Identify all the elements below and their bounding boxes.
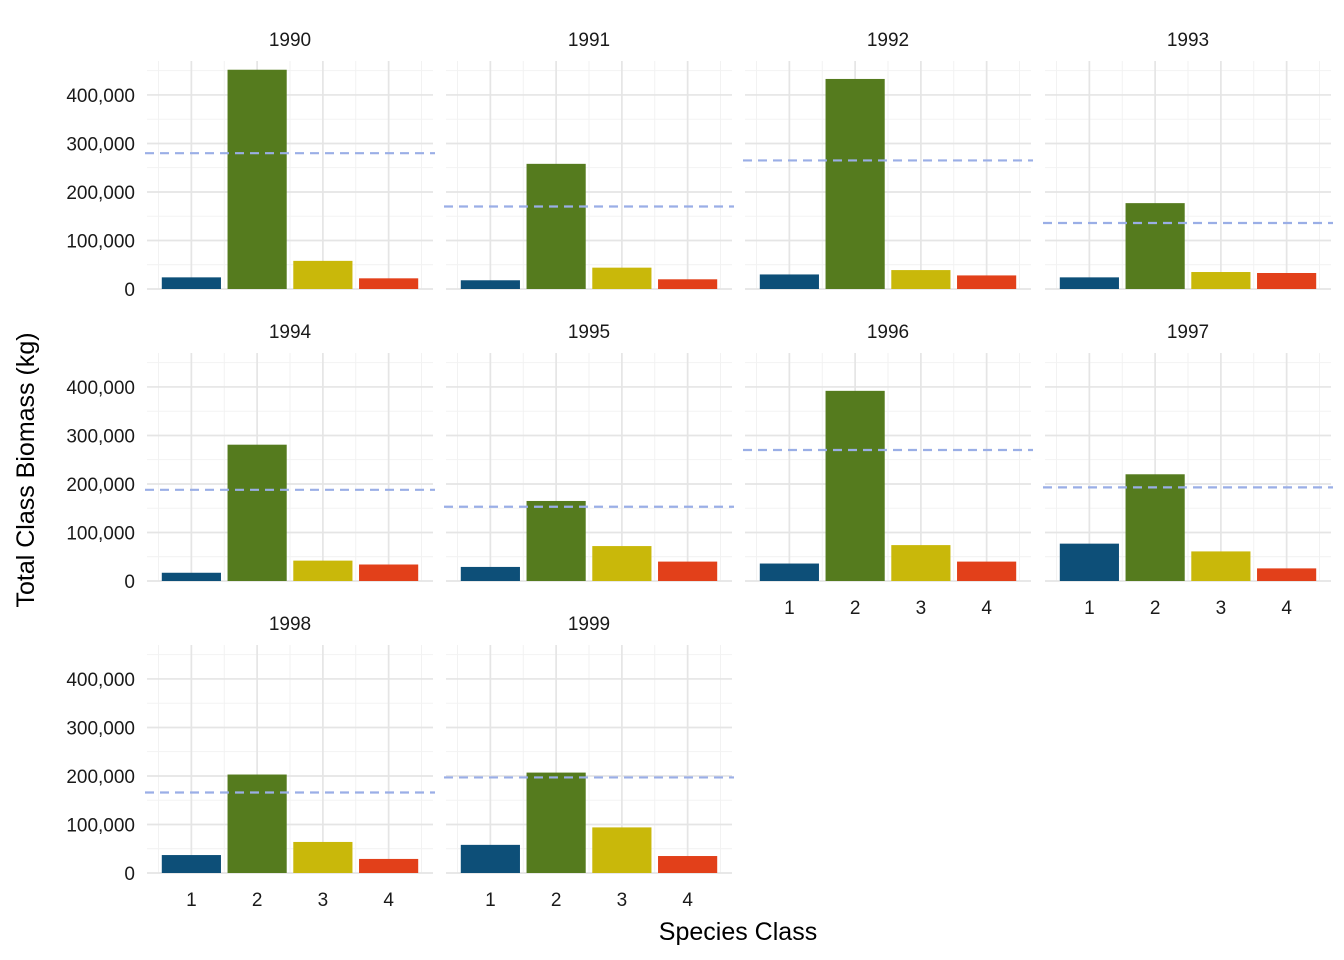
bar-1996-class-4 xyxy=(957,561,1017,581)
facet-panels: 1990 0 100,000 200,000 300,000 400,000 1991 199… xyxy=(66,30,1333,911)
x-tick-label: 4 xyxy=(383,890,394,911)
bar-1991-class-3 xyxy=(592,267,652,289)
y-axis-title: Total Class Biomass (kg) xyxy=(12,332,40,607)
facet-title-1994: 1994 xyxy=(269,322,312,343)
facet-panel-1994: 1994 0 100,000 200,000 300,000 400,000 xyxy=(66,322,435,593)
x-tick-label: 2 xyxy=(252,890,263,911)
x-tick-label: 3 xyxy=(617,890,628,911)
bar-1999-class-2 xyxy=(526,772,586,873)
x-tick-label: 4 xyxy=(1281,598,1292,619)
bar-1999-class-1 xyxy=(460,844,520,873)
bar-1990-class-2 xyxy=(227,69,287,289)
y-tick-label: 400,000 xyxy=(66,670,135,691)
bar-1995-class-1 xyxy=(460,566,520,581)
bar-1994-class-3 xyxy=(293,560,353,581)
facet-title-1996: 1996 xyxy=(867,322,909,343)
y-tick-label: 100,000 xyxy=(66,815,135,836)
y-tick-label: 300,000 xyxy=(66,134,135,155)
bar-1994-class-4 xyxy=(359,564,419,581)
x-tick-label: 2 xyxy=(551,890,562,911)
x-tick-label: 1 xyxy=(784,598,795,619)
facet-title-1991: 1991 xyxy=(568,30,610,51)
bar-1992-class-2 xyxy=(825,78,885,289)
y-tick-label: 200,000 xyxy=(66,767,135,788)
facet-title-1995: 1995 xyxy=(568,322,610,343)
bar-1991-class-2 xyxy=(526,163,586,289)
bar-1992-class-3 xyxy=(891,270,951,289)
facet-panel-1997: 1997 1 2 3 4 xyxy=(1043,322,1333,619)
y-tick-label: 200,000 xyxy=(66,183,135,204)
y-tick-label: 100,000 xyxy=(66,523,135,544)
bar-1997-class-1 xyxy=(1059,543,1119,581)
bar-1998-class-1 xyxy=(161,855,221,873)
x-tick-label: 4 xyxy=(981,598,992,619)
x-axis-title: Species Class xyxy=(659,918,817,946)
facet-panel-1990: 1990 0 100,000 200,000 300,000 400,000 xyxy=(66,30,435,301)
x-tick-label: 3 xyxy=(1216,598,1227,619)
bar-1993-class-4 xyxy=(1257,272,1317,289)
x-tick-label: 1 xyxy=(186,890,197,911)
bar-1999-class-3 xyxy=(592,827,652,873)
bar-1993-class-3 xyxy=(1191,272,1251,289)
y-tick-label: 100,000 xyxy=(66,231,135,252)
facet-panel-1998: 1998 0 100,000 200,000 300,000 400,000 1 2 3 4 xyxy=(66,614,435,911)
bar-1995-class-4 xyxy=(658,561,718,581)
bar-1996-class-3 xyxy=(891,545,951,581)
facet-panel-1995: 1995 xyxy=(444,322,734,582)
bar-1996-class-1 xyxy=(759,563,819,581)
bar-1991-class-1 xyxy=(460,280,520,289)
bar-1999-class-4 xyxy=(658,856,718,873)
bar-1990-class-4 xyxy=(359,278,419,289)
y-tick-label: 300,000 xyxy=(66,718,135,739)
x-tick-label: 4 xyxy=(682,890,693,911)
bar-1997-class-3 xyxy=(1191,551,1251,581)
bar-1998-class-2 xyxy=(227,774,287,873)
facet-title-1999: 1999 xyxy=(568,614,610,635)
bar-1997-class-2 xyxy=(1125,474,1185,581)
bar-1992-class-4 xyxy=(957,275,1017,289)
facet-title-1993: 1993 xyxy=(1167,30,1209,51)
facet-panel-1991: 1991 xyxy=(444,30,734,290)
y-tick-label: 200,000 xyxy=(66,475,135,496)
bar-1993-class-2 xyxy=(1125,203,1185,289)
x-tick-label: 3 xyxy=(318,890,329,911)
y-tick-label: 0 xyxy=(124,572,135,593)
bar-1994-class-1 xyxy=(161,572,221,581)
x-tick-label: 1 xyxy=(1084,598,1095,619)
bar-1990-class-1 xyxy=(161,277,221,289)
bar-1994-class-2 xyxy=(227,444,287,581)
bar-1995-class-2 xyxy=(526,500,586,581)
facet-panel-1992: 1992 xyxy=(743,30,1033,290)
bar-1997-class-4 xyxy=(1257,568,1317,581)
bar-1995-class-3 xyxy=(592,546,652,581)
y-tick-label: 0 xyxy=(124,864,135,885)
facet-title-1990: 1990 xyxy=(269,30,311,51)
facet-panel-1999: 1999 1 2 3 4 xyxy=(444,614,734,911)
x-tick-label: 2 xyxy=(850,598,861,619)
bar-1993-class-1 xyxy=(1059,277,1119,289)
facet-title-1998: 1998 xyxy=(269,614,311,635)
facet-panel-1993: 1993 xyxy=(1043,30,1333,290)
x-tick-label: 3 xyxy=(916,598,927,619)
bar-1998-class-3 xyxy=(293,841,353,873)
bar-1998-class-4 xyxy=(359,858,419,873)
y-tick-label: 0 xyxy=(124,280,135,301)
y-tick-label: 300,000 xyxy=(66,426,135,447)
y-tick-label: 400,000 xyxy=(66,86,135,107)
facet-title-1992: 1992 xyxy=(867,30,909,51)
bar-1996-class-2 xyxy=(825,390,885,581)
x-tick-label: 2 xyxy=(1150,598,1161,619)
y-tick-label: 400,000 xyxy=(66,378,135,399)
bar-1991-class-4 xyxy=(658,279,718,289)
facet-panel-1996: 1996 1 2 3 4 xyxy=(743,322,1033,619)
bar-1992-class-1 xyxy=(759,274,819,289)
x-tick-label: 1 xyxy=(485,890,496,911)
bar-1990-class-3 xyxy=(293,260,353,289)
facet-title-1997: 1997 xyxy=(1167,322,1209,343)
